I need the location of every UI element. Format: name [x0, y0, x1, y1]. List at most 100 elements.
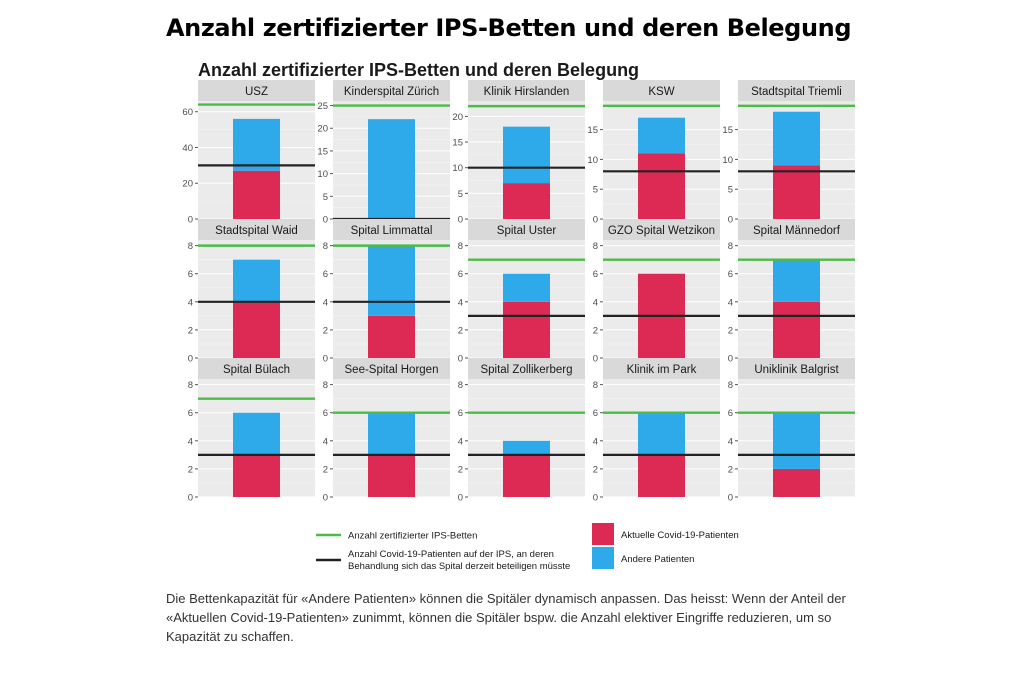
facet-strip	[738, 80, 855, 101]
y-tick-label: 6	[458, 269, 463, 280]
bar-other	[503, 126, 550, 184]
y-tick-label: 20	[317, 124, 328, 135]
y-tick-label: 6	[728, 408, 733, 419]
facet-strip	[468, 219, 585, 240]
y-tick-label: 4	[323, 297, 328, 308]
facet-strip-label: Klinik Hirslanden	[484, 86, 570, 98]
y-tick-label: 0	[728, 354, 733, 365]
legend-covid-key	[592, 523, 614, 545]
y-tick-label: 4	[188, 297, 193, 308]
y-tick-label: 6	[728, 269, 733, 280]
y-tick-label: 8	[323, 380, 328, 391]
chart-title: Anzahl zertifizierter IPS-Betten und der…	[198, 60, 639, 80]
y-tick-label: 4	[593, 297, 598, 308]
bar-other	[233, 118, 280, 171]
y-tick-label: 0	[728, 215, 733, 226]
y-tick-label: 15	[317, 146, 328, 157]
facet-strip	[468, 358, 585, 379]
y-tick-label: 15	[722, 125, 733, 136]
facet-strip-label: KSW	[648, 86, 674, 98]
y-tick-label: 0	[323, 493, 328, 504]
facet-strip	[468, 80, 585, 101]
y-tick-label: 2	[188, 325, 193, 336]
y-tick-label: 10	[722, 155, 733, 166]
y-tick-label: 6	[188, 269, 193, 280]
facet-panel: Klinik im Park 0 2 4 6 8	[593, 358, 720, 504]
bar-covid	[368, 454, 415, 497]
facet-strip-label: GZO Spital Wetzikon	[608, 225, 715, 237]
facet-strip-label: Spital Bülach	[223, 364, 290, 376]
facet-strip-label: Spital Uster	[497, 225, 557, 237]
bar-other	[503, 440, 550, 455]
y-tick-label: 8	[728, 380, 733, 391]
y-tick-label: 6	[188, 408, 193, 419]
y-tick-label: 0	[593, 354, 598, 365]
legend-max-covid-label: Behandlung sich das Spital derzeit betei…	[348, 561, 570, 572]
y-tick-label: 8	[593, 241, 598, 252]
facet-strip	[738, 358, 855, 379]
y-tick-label: 8	[188, 241, 193, 252]
legend-other-key	[592, 547, 614, 569]
bar-other	[773, 259, 820, 302]
y-tick-label: 4	[323, 436, 328, 447]
y-tick-label: 60	[182, 107, 193, 118]
facet-panel: See-Spital Horgen 0 2 4 6 8	[323, 358, 450, 504]
y-tick-label: 15	[587, 125, 598, 136]
bar-other	[773, 111, 820, 166]
y-tick-label: 2	[593, 325, 598, 336]
y-tick-label: 5	[323, 192, 328, 203]
y-tick-label: 0	[323, 354, 328, 365]
facet-panel: Spital Zollikerberg 0 2 4 6 8	[458, 358, 585, 504]
facet-panel: Spital Männedorf 0 2 4 6 8	[728, 219, 855, 365]
bar-covid	[773, 165, 820, 219]
facet-strip	[603, 80, 720, 101]
y-tick-label: 20	[182, 179, 193, 190]
bar-other	[368, 245, 415, 316]
facet-strip-label: See-Spital Horgen	[345, 364, 439, 376]
facet-strip-label: Stadtspital Waid	[215, 225, 298, 237]
facet-panel: USZ 0 20 40 60	[182, 80, 315, 226]
facet-strip-label: Klinik im Park	[627, 364, 697, 376]
y-tick-label: 5	[458, 189, 463, 200]
y-tick-label: 2	[593, 464, 598, 475]
bar-covid	[233, 301, 280, 358]
y-tick-label: 0	[323, 215, 328, 226]
y-tick-label: 10	[317, 169, 328, 180]
facet-strip	[198, 358, 315, 379]
bar-covid	[638, 454, 685, 497]
y-tick-label: 5	[593, 185, 598, 196]
y-tick-label: 0	[593, 493, 598, 504]
facet-panel: Uniklinik Balgrist 0 2 4 6 8	[728, 358, 855, 504]
y-tick-label: 8	[323, 241, 328, 252]
bar-other	[773, 412, 820, 469]
facet-strip-label: Uniklinik Balgrist	[754, 364, 839, 376]
bar-other	[233, 259, 280, 302]
facet-panel: Stadtspital Waid 0 2 4 6 8	[188, 219, 315, 365]
y-tick-label: 10	[452, 163, 463, 174]
y-tick-label: 6	[323, 269, 328, 280]
facet-strip	[603, 358, 720, 379]
y-tick-label: 8	[593, 380, 598, 391]
bar-other	[233, 412, 280, 455]
bar-covid	[503, 301, 550, 358]
legend-certified-label: Anzahl zertifizierter IPS-Betten	[348, 531, 477, 542]
y-tick-label: 8	[458, 241, 463, 252]
facet-strip-label: USZ	[245, 86, 268, 98]
y-tick-label: 4	[728, 436, 733, 447]
bar-covid	[773, 468, 820, 497]
y-tick-label: 0	[188, 215, 193, 226]
facet-strip-label: Kinderspital Zürich	[344, 86, 439, 98]
y-tick-label: 4	[593, 436, 598, 447]
bar-other	[368, 119, 415, 219]
y-tick-label: 25	[317, 101, 328, 112]
y-tick-label: 2	[323, 325, 328, 336]
y-tick-label: 2	[458, 325, 463, 336]
bar-covid	[503, 454, 550, 497]
y-tick-label: 2	[458, 464, 463, 475]
facet-strip	[198, 219, 315, 240]
bar-covid	[368, 315, 415, 358]
facet-panel: KSW 0 5 10 15	[587, 80, 720, 226]
facet-strip	[198, 80, 315, 101]
y-tick-label: 8	[728, 241, 733, 252]
chart-figure: Anzahl zertifizierter IPS-Betten und der…	[180, 52, 860, 572]
